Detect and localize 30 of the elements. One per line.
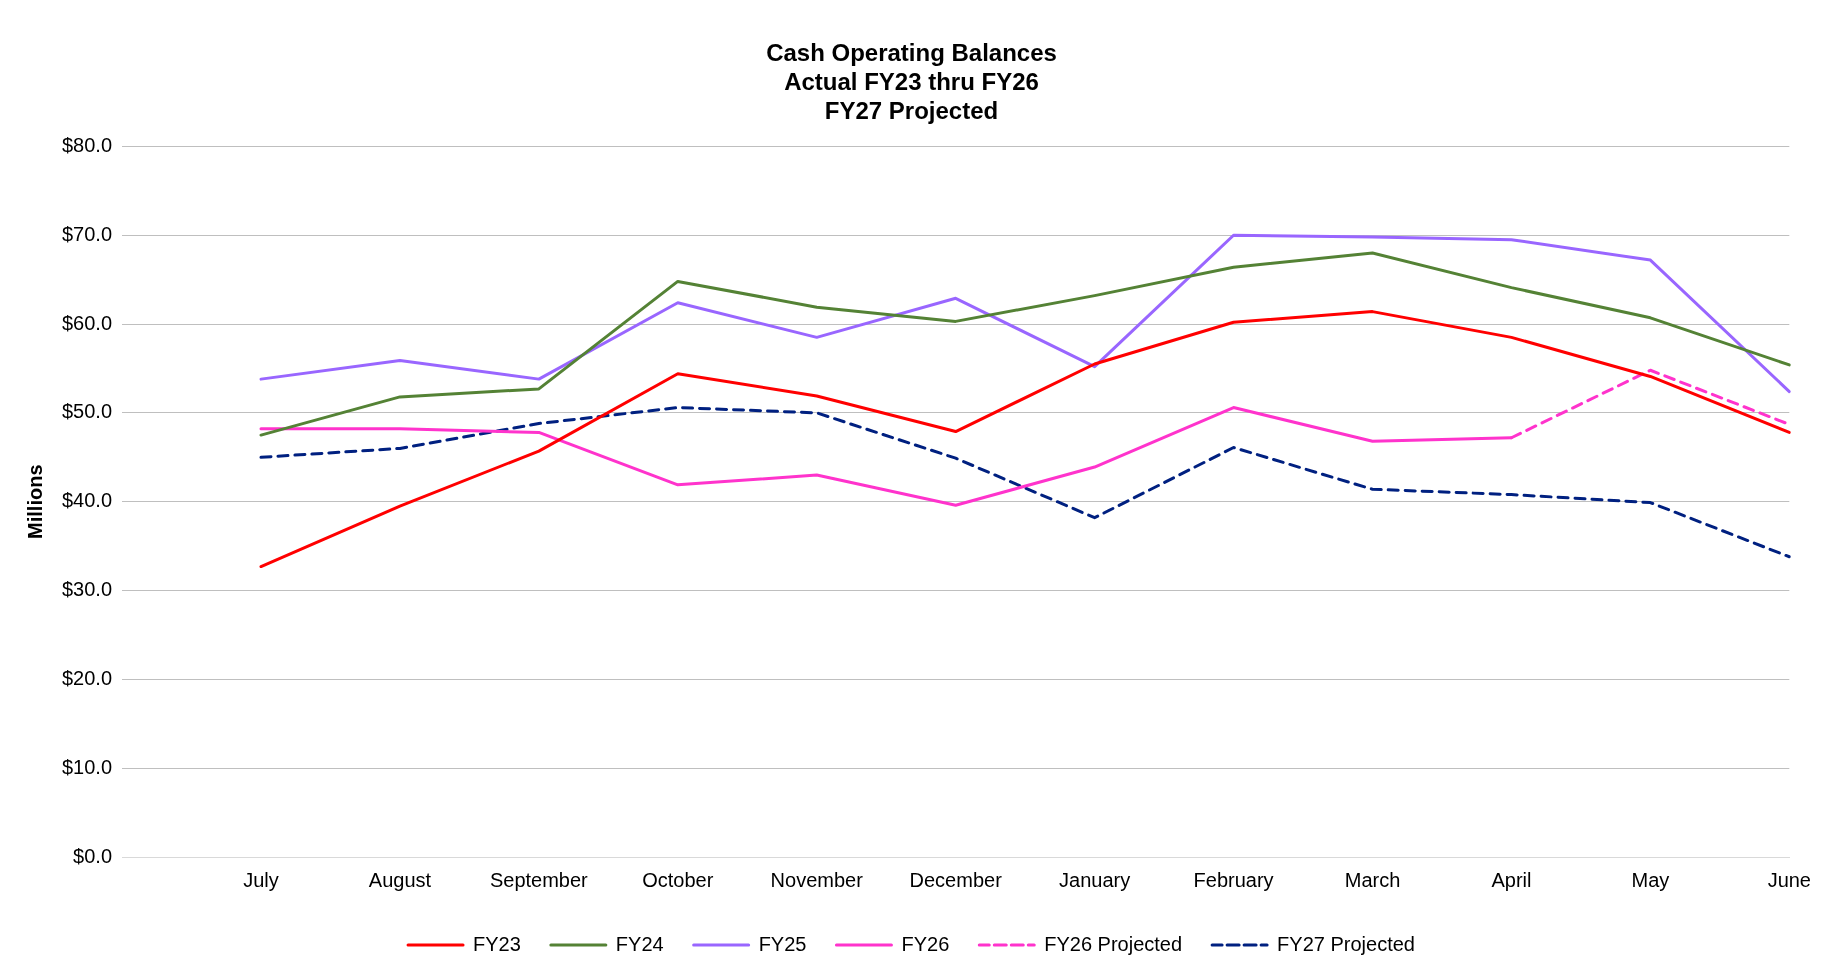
y-tick-label: $60.0	[61, 311, 113, 334]
y-tick-label: $10.0	[61, 755, 113, 778]
legend-label: FY27 Projected	[1277, 932, 1415, 955]
x-tick-label: October	[642, 868, 714, 891]
legend-label: FY26	[901, 932, 950, 955]
y-tick-label: $20.0	[61, 666, 113, 689]
x-tick-label: August	[368, 868, 432, 891]
x-tick-label: September	[489, 868, 589, 891]
line-series	[259, 406, 1791, 559]
legend-label: FY24	[615, 932, 664, 955]
x-tick-label: April	[1491, 868, 1532, 891]
legend-label: FY23	[473, 932, 521, 955]
x-tick-label: January	[1059, 868, 1131, 891]
x-tick-label: July	[243, 868, 279, 891]
x-tick-label: February	[1193, 868, 1274, 891]
x-tick-label: March	[1344, 868, 1401, 891]
y-tick-label: $70.0	[61, 222, 113, 245]
x-tick-label: December	[909, 868, 1003, 891]
y-tick-label: $80.0	[61, 133, 113, 156]
legend-label: FY26 Projected	[1044, 932, 1183, 955]
y-axis-title: Millions	[23, 464, 46, 539]
legend-label: FY25	[758, 932, 807, 955]
y-tick-label: $50.0	[61, 400, 113, 423]
y-tick-label: $40.0	[61, 489, 113, 512]
x-tick-label: June	[1767, 868, 1811, 891]
y-tick-label: $0.0	[73, 844, 113, 867]
x-tick-label: May	[1631, 868, 1670, 891]
x-tick-label: November	[770, 868, 864, 891]
y-tick-label: $30.0	[61, 578, 113, 601]
chart-title: Cash Operating Balances Actual FY23 thru FY26 FY27 Projected	[766, 39, 1057, 124]
